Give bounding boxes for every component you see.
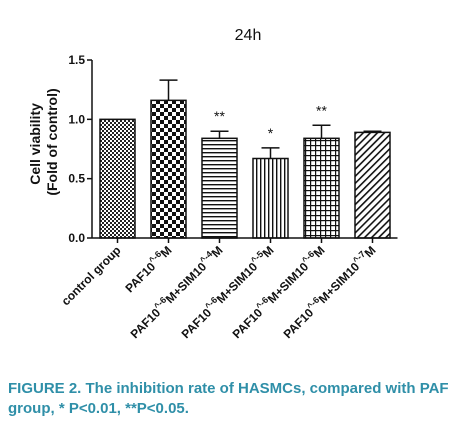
x-tick-label: PAF10^-6M+SIM10^-7M <box>279 242 378 341</box>
x-tick-label: PAF10^-6M+SIM10^-4M <box>126 242 225 341</box>
y-axis-label: Cell viability (Fold of control) <box>27 88 60 195</box>
x-tick-label: PAF10^-6M+SIM10^-5M <box>177 242 276 341</box>
y-axis-label-line-2: (Fold of control) <box>44 88 60 195</box>
bar-chart: 24h Cell viability (Fold of control) 0.0… <box>27 27 398 341</box>
bar <box>150 99 187 239</box>
chart-title: 24h <box>235 27 262 44</box>
y-tick-label: 0.0 <box>68 231 85 245</box>
bar <box>99 118 136 239</box>
x-tick-label-part: M+SIM10 <box>265 259 312 306</box>
x-tick-label-part: M+SIM10 <box>316 259 363 306</box>
x-tick-label: PAF10^-6M <box>121 242 175 296</box>
y-tick-label: 0.5 <box>68 172 85 186</box>
y-tick-label: 1.0 <box>68 112 85 126</box>
significance-marker: ** <box>214 108 225 124</box>
bar <box>303 137 340 239</box>
x-tick-label-part: M+SIM10 <box>163 259 210 306</box>
figure-caption: FIGURE 2. The inhibition rate of HASMCs,… <box>8 380 449 417</box>
y-axis: 0.0 0.5 1.0 1.5 <box>68 53 93 245</box>
bars-group: ***** <box>99 79 391 239</box>
y-tick-label: 1.5 <box>68 53 85 67</box>
significance-marker: ** <box>316 102 327 118</box>
x-tick-label-part: M+SIM10 <box>214 259 261 306</box>
bar <box>201 137 238 239</box>
x-tick-label: control group <box>59 243 124 308</box>
significance-marker: * <box>268 125 274 141</box>
y-axis-label-line-1: Cell viability <box>27 103 43 185</box>
bar <box>354 131 391 239</box>
x-axis: control groupPAF10^-6MPAF10^-6M+SIM10^-4… <box>59 237 398 341</box>
x-tick-label-part: control group <box>59 243 124 308</box>
bar <box>252 157 289 239</box>
x-tick-label: PAF10^-6M+SIM10^-6M <box>228 242 327 341</box>
